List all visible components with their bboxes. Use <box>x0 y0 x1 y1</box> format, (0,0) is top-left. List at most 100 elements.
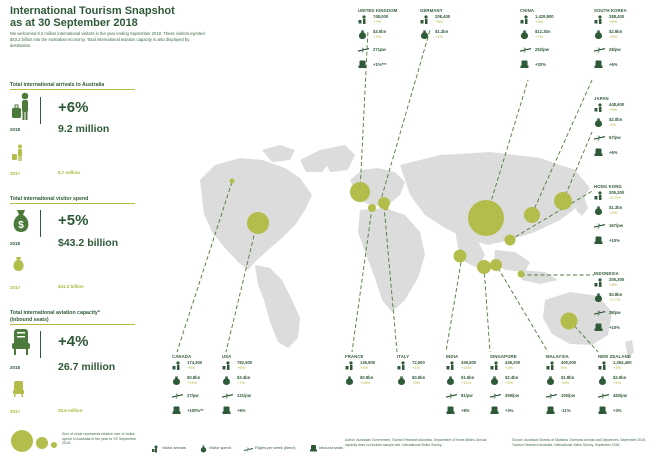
arrivals-icon <box>358 15 366 24</box>
aviation-title-1: Total international aviation capacity* <box>10 310 100 316</box>
title-line-2: as at 30 September 2018 <box>10 17 138 29</box>
circle-india <box>453 249 467 263</box>
arrivals-rule <box>10 89 135 90</box>
spend-icon <box>598 376 607 385</box>
line-malaysia <box>497 267 549 353</box>
circle-south-korea <box>524 207 540 223</box>
legend-flights: Flights per week (direct) <box>255 446 296 450</box>
spend-circles <box>229 178 578 330</box>
seats-icon <box>172 406 181 414</box>
line-china <box>485 79 529 219</box>
line-france <box>351 207 373 353</box>
country-name: UNITED KINGDOM <box>358 8 398 13</box>
spend-icon <box>222 376 231 385</box>
aviation-title-2: (inbound seats) <box>10 317 49 323</box>
title-line-1: International Tourism Snapshot <box>10 5 175 17</box>
seats-icon <box>594 236 603 244</box>
spend-year-prev: 2017 <box>10 285 21 290</box>
country-italy: ITALY 72,500 +1% $0.5bn +3% <box>397 354 449 389</box>
country-name: CHINA <box>520 8 535 13</box>
country-usa: USA 782,500 +6% $3.4bn +7% 121/pw +6% <box>222 354 274 419</box>
country-uk: UNITED KINGDOM 748,000 +7% $3.5bn +3% 271p… <box>358 8 410 73</box>
seats-icon <box>520 60 529 68</box>
country-name: NEW ZEALAND <box>598 354 631 359</box>
arrivals-divider <box>40 97 41 124</box>
circle-singapore <box>477 260 491 274</box>
flights-icon <box>520 47 531 54</box>
spend-title: Total international visitor spend <box>10 196 89 202</box>
country-singapore: SINGAPORE 438,200 +2% $2.4bn +3% 259/pw +3… <box>490 354 542 419</box>
arrivals-icon <box>546 361 554 370</box>
spend-icon <box>446 376 455 385</box>
legend-flights-icon <box>244 447 253 452</box>
map-landmasses <box>200 145 634 358</box>
aviation-year-prev: 2017 <box>10 409 21 414</box>
svg-text:$: $ <box>18 220 24 231</box>
country-name: INDONESIA <box>594 271 619 276</box>
arrivals-icon <box>222 361 230 370</box>
arrivals-value-current: 9.2 million <box>58 123 110 135</box>
legend-arrivals: Visitor arrivals <box>162 446 186 450</box>
flights-icon <box>594 223 605 230</box>
country-name: SOUTH KOREA <box>594 8 627 13</box>
circle-italy <box>383 205 389 211</box>
arrivals-icon <box>490 361 498 370</box>
legend-circles <box>11 430 57 452</box>
flights-icon <box>446 393 457 400</box>
arrivals-icon <box>594 15 602 24</box>
legend-circle-small <box>51 442 57 448</box>
money-bag-icon: $ <box>13 210 29 232</box>
spend-icon <box>546 376 555 385</box>
spend-icon <box>594 293 603 302</box>
circle-france <box>368 204 376 212</box>
country-japan: JAPAN 448,600 +5% $2.0bn -4% 57/pw +6% <box>594 96 646 161</box>
country-canada: CANADA 174,300 +6% $0.8bn +11% 27/pw +100%… <box>172 354 224 419</box>
flights-icon <box>172 393 183 400</box>
arrivals-year-prev: 2017 <box>10 171 21 176</box>
seats-icon <box>598 406 607 414</box>
circle-uk <box>350 182 370 202</box>
legend-arrivals-icon <box>152 445 158 453</box>
money-bag-small-icon <box>13 257 24 271</box>
arrivals-title: Total international arrivals to Australi… <box>10 82 105 88</box>
seats-icon <box>446 406 455 414</box>
traveller-small-icon <box>12 144 22 161</box>
spend-year-current: 2018 <box>10 241 21 246</box>
legend-circle-note: Size of circle represents relative size … <box>62 432 137 446</box>
spend-icon <box>520 30 529 39</box>
flights-icon <box>594 310 605 317</box>
line-usa <box>225 222 258 353</box>
circle-new-zealand <box>560 312 578 330</box>
legend-seats: Inbound seats <box>319 446 343 450</box>
flights-icon <box>594 135 605 142</box>
country-malaysia: MALAYSIA 400,000 0% $1.8bn +6% 100/pw -11% <box>546 354 598 419</box>
line-singapore <box>483 266 491 353</box>
spend-pct: +5% <box>58 212 89 229</box>
arrivals-icon <box>598 361 606 370</box>
seats-icon <box>358 60 367 68</box>
circle-indonesia <box>517 270 525 278</box>
footnote-left: Author: Australian Government, Tourism R… <box>345 438 487 447</box>
country-name: INDIA <box>446 354 459 359</box>
circle-malaysia <box>490 259 502 271</box>
country-new-zealand: NEW ZEALAND 1,354,400 +4% $2.6bn +4% 483/p… <box>598 354 650 419</box>
legend-spend-icon <box>200 445 207 453</box>
arrivals-icon <box>397 361 405 370</box>
seat-small-icon <box>13 381 24 397</box>
arrivals-icon <box>594 278 602 287</box>
legend-seats-icon <box>310 445 317 452</box>
spend-icon <box>172 376 181 385</box>
arrivals-icon <box>520 15 528 24</box>
flights-icon <box>598 393 609 400</box>
circle-japan <box>554 192 572 210</box>
seats-icon <box>222 406 231 414</box>
aviation-pct: +4% <box>58 333 89 350</box>
arrivals-value-prev: 8.7 million <box>58 170 81 175</box>
arrivals-year-current: 2018 <box>10 127 21 132</box>
legend-circle-medium <box>36 437 48 449</box>
spend-icon <box>397 376 406 385</box>
country-name: JAPAN <box>594 96 609 101</box>
line-south-korea <box>531 79 593 215</box>
circle-usa <box>247 212 269 234</box>
